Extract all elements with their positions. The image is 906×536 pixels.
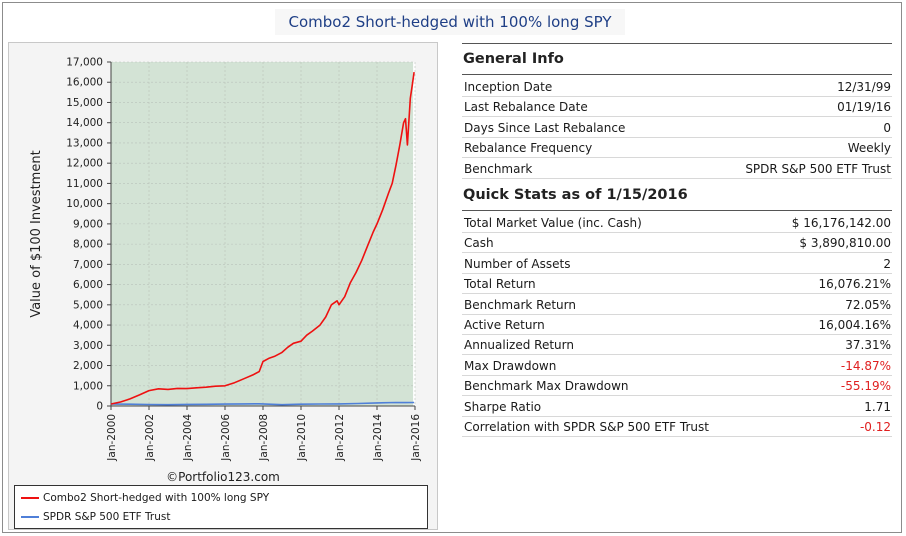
- y-tick-label: 16,000: [66, 77, 103, 89]
- section-rule: [462, 210, 892, 211]
- x-tick-label: Jan-2012: [334, 414, 346, 462]
- y-tick-label: 3,000: [73, 340, 103, 352]
- quick-stats-heading: Quick Stats as of 1/15/2016: [463, 187, 688, 203]
- quick-stats-label: Max Drawdown: [464, 358, 557, 373]
- chart-panel: 0 1,000 2,000 3,000 4,000 5,000 6,000 7,000 8,00…: [8, 42, 438, 530]
- general-info-value: 01/19/16: [837, 100, 891, 115]
- quick-stats-row: Annualized Return 37.31%: [462, 335, 892, 356]
- quick-stats-row: Active Return 16,004.16%: [462, 315, 892, 335]
- y-tick-label: 17,000: [66, 57, 103, 69]
- x-tick-label: Jan-2008: [258, 414, 270, 462]
- quick-stats-row: Correlation with SPDR S&P 500 ETF Trust -…: [462, 417, 892, 437]
- y-tick-label: 10,000: [66, 198, 103, 210]
- quick-stats-value: 1.71: [864, 399, 891, 414]
- y-tick-label: 13,000: [66, 137, 103, 149]
- y-tick-label: 9,000: [73, 218, 103, 230]
- benchmark-series-line: [110, 401, 415, 406]
- legend-swatch-portfolio: [21, 497, 39, 499]
- general-info-heading: General Info: [463, 51, 564, 67]
- quick-stats-label: Annualized Return: [464, 338, 574, 353]
- legend-label-benchmark: SPDR S&P 500 ETF Trust: [43, 511, 171, 523]
- quick-stats-value: 2: [883, 256, 891, 271]
- legend-item-portfolio: Combo2 Short-hedged with 100% long SPY: [21, 491, 269, 505]
- general-info-label: Rebalance Frequency: [464, 141, 593, 156]
- x-tick-label: Jan-2010: [296, 414, 308, 462]
- y-tick-label: 0: [96, 401, 103, 413]
- section-rule: [462, 74, 892, 75]
- quick-stats-row: Benchmark Max Drawdown -55.19%: [462, 376, 892, 397]
- quick-stats-value: 16,004.16%: [818, 318, 891, 332]
- performance-chart: 0 1,000 2,000 3,000 4,000 5,000 6,000 7,000 8,00…: [29, 57, 422, 485]
- quick-stats-value: 72.05%: [845, 297, 891, 312]
- quick-stats-label: Benchmark Return: [464, 297, 576, 312]
- quick-stats-label: Cash: [464, 236, 494, 251]
- quick-stats-label: Active Return: [464, 318, 545, 332]
- quick-stats-row: Sharpe Ratio 1.71: [462, 397, 892, 417]
- general-info-label: Days Since Last Rebalance: [464, 120, 626, 135]
- y-tick-label: 4,000: [73, 320, 103, 332]
- x-tick-label: Jan-2016: [410, 414, 422, 462]
- quick-stats-row: Cash $ 3,890,810.00: [462, 233, 892, 254]
- quick-stats-row: Number of Assets 2: [462, 254, 892, 274]
- y-tick-label: 11,000: [66, 178, 103, 190]
- general-info-row: Days Since Last Rebalance 0: [462, 118, 892, 138]
- y-tick-label: 8,000: [73, 239, 103, 251]
- credit-text: ©Portfolio123.com: [166, 470, 280, 484]
- x-tick-label: Jan-2006: [220, 414, 232, 462]
- general-info-value: 12/31/99: [837, 80, 891, 94]
- general-info-value: Weekly: [847, 141, 891, 156]
- y-tick-label: 1,000: [73, 380, 103, 392]
- y-tick-label: 2,000: [73, 360, 103, 372]
- x-tick-label: Jan-2000: [106, 414, 118, 462]
- x-tick-label: Jan-2014: [372, 414, 384, 462]
- y-tick-label: 12,000: [66, 158, 103, 170]
- general-info-row: Benchmark SPDR S&P 500 ETF Trust: [462, 159, 892, 179]
- y-tick-label: 7,000: [73, 259, 103, 271]
- general-info-value: SPDR S&P 500 ETF Trust: [745, 161, 891, 176]
- quick-stats-row: Total Market Value (inc. Cash) $ 16,176,1…: [462, 213, 892, 233]
- general-info-label: Benchmark: [464, 161, 533, 176]
- quick-stats-label: Total Return: [464, 277, 536, 292]
- chart-legend: Combo2 Short-hedged with 100% long SPY S…: [14, 485, 428, 529]
- quick-stats-row: Max Drawdown -14.87%: [462, 356, 892, 376]
- quick-stats-value: -14.87%: [840, 358, 891, 373]
- legend-label-portfolio: Combo2 Short-hedged with 100% long SPY: [43, 492, 270, 504]
- general-info-row: Rebalance Frequency Weekly: [462, 138, 892, 159]
- general-info-label: Last Rebalance Date: [464, 100, 588, 115]
- x-tick-label: Jan-2002: [144, 414, 156, 462]
- general-info-row: Inception Date 12/31/99: [462, 77, 892, 97]
- general-info-row: Last Rebalance Date 01/19/16: [462, 97, 892, 118]
- quick-stats-label: Sharpe Ratio: [464, 399, 542, 414]
- y-tick-label: 5,000: [73, 299, 103, 311]
- legend-item-benchmark: SPDR S&P 500 ETF Trust: [21, 510, 170, 524]
- quick-stats-row: Benchmark Return 72.05%: [462, 295, 892, 315]
- quick-stats-label: Total Market Value (inc. Cash): [464, 216, 642, 230]
- quick-stats-value: $ 3,890,810.00: [799, 236, 891, 251]
- portfolio-series-line: [110, 71, 415, 405]
- quick-stats-value: 16,076.21%: [818, 277, 891, 292]
- x-tick-label: Jan-2004: [182, 414, 194, 462]
- quick-stats-label: Number of Assets: [464, 256, 571, 271]
- shaded-period: [111, 62, 414, 406]
- section-rule: [462, 43, 892, 44]
- quick-stats-row: Total Return 16,076.21%: [462, 274, 892, 295]
- quick-stats-label: Correlation with SPDR S&P 500 ETF Trust: [464, 420, 709, 434]
- quick-stats-value: 37.31%: [845, 338, 891, 353]
- y-tick-label: 6,000: [73, 279, 103, 291]
- y-tick-label: 15,000: [66, 97, 103, 109]
- general-info-label: Inception Date: [464, 80, 553, 94]
- y-tick-label: 14,000: [66, 117, 103, 129]
- page-title: Combo2 Short-hedged with 100% long SPY: [275, 9, 625, 35]
- general-info-value: 0: [883, 120, 891, 135]
- quick-stats-value: -0.12: [859, 420, 891, 434]
- quick-stats-value: $ 16,176,142.00: [791, 216, 891, 230]
- legend-swatch-benchmark: [21, 516, 39, 518]
- quick-stats-value: -55.19%: [840, 379, 891, 394]
- quick-stats-label: Benchmark Max Drawdown: [464, 379, 629, 394]
- y-axis-label: Value of $100 Investment: [29, 150, 44, 317]
